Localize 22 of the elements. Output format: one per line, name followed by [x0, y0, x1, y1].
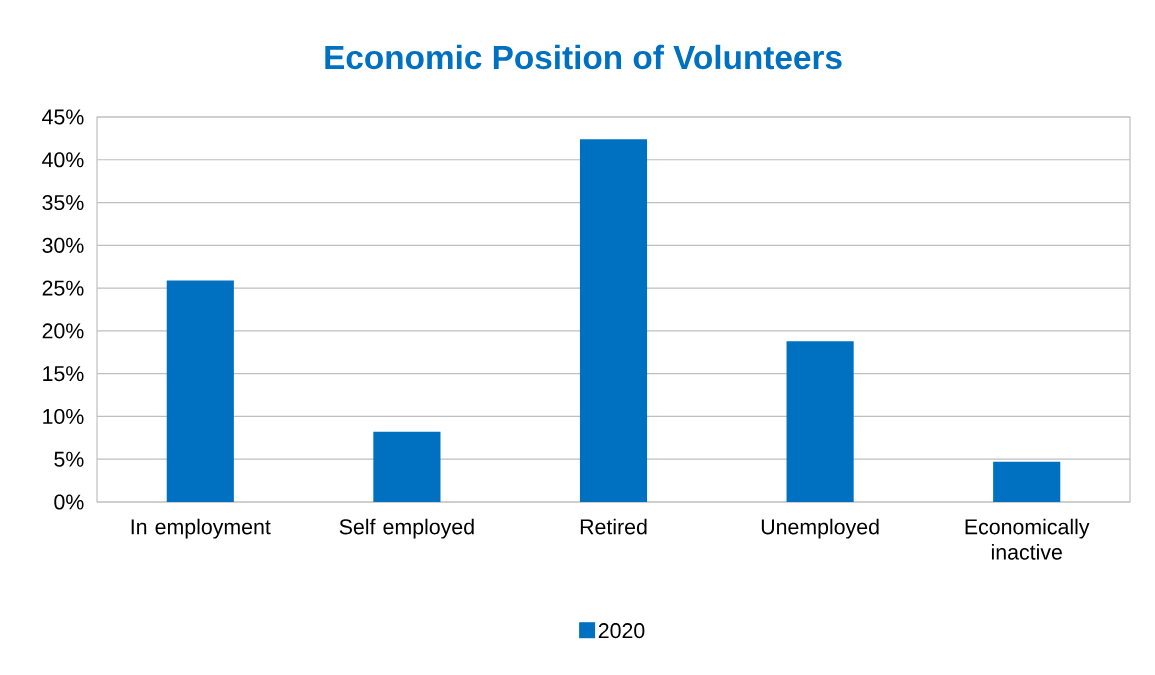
bar	[579, 139, 648, 502]
y-tick-label: 40%	[42, 152, 84, 168]
legend-label: 2020	[598, 623, 645, 639]
bar	[993, 461, 1061, 502]
y-tick-label: 0%	[54, 494, 84, 510]
bar	[373, 431, 441, 502]
y-tick-label: 5%	[54, 451, 84, 467]
x-tick-label: In employment	[131, 518, 271, 539]
x-tick-label: Unemployed	[761, 518, 879, 539]
bar	[786, 341, 854, 502]
bar	[166, 280, 234, 502]
y-tick-label: 10%	[43, 408, 84, 424]
chart-title: Economic Position of Volunteers	[325, 44, 842, 70]
y-tick-label: 15%	[43, 366, 84, 382]
y-tick-label: 30%	[42, 237, 84, 253]
x-tick-label: Self employed	[339, 518, 474, 539]
x-tick-label: Economically inactive	[965, 518, 1090, 560]
x-tick-label: Retired	[580, 518, 647, 535]
y-tick-label: 25%	[42, 280, 84, 296]
y-tick-label: 45%	[42, 109, 84, 125]
y-tick-label: 20%	[42, 323, 84, 339]
y-tick-label: 35%	[42, 195, 84, 211]
